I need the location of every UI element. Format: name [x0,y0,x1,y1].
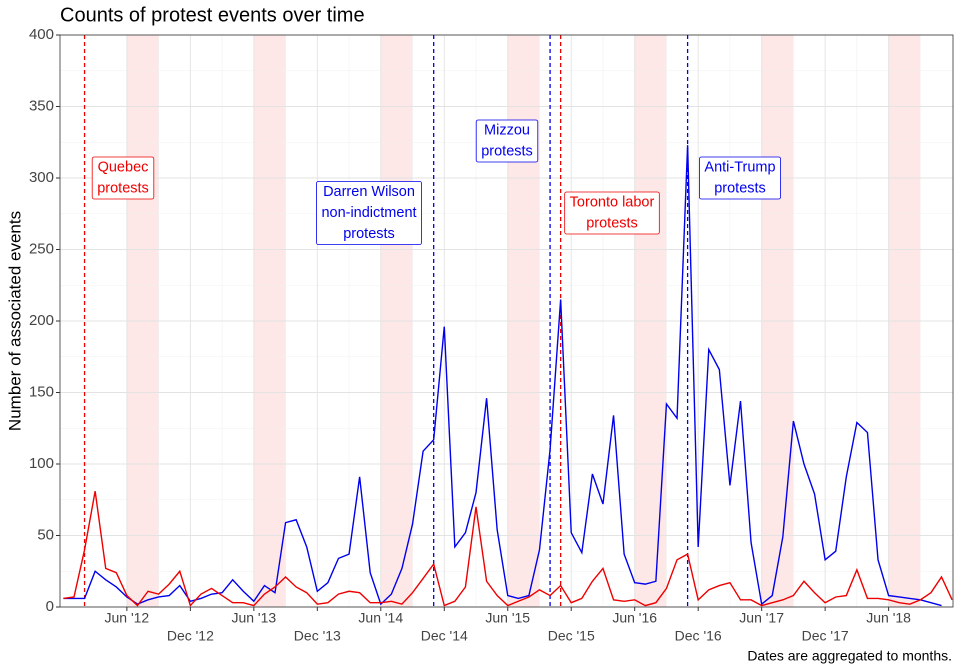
y-tick-label: 100 [29,455,54,472]
y-axis-label: Number of associated events [5,211,24,431]
series-line [63,491,953,607]
annotation-text: Quebec [98,159,149,175]
x-tick-label: Jun '16 [612,610,657,626]
y-tick-label: 300 [29,169,54,186]
y-tick-label: 150 [29,383,54,400]
annotation-text: Toronto labor [570,194,655,210]
annotation: Mizzou protests [475,119,539,163]
y-tick-label: 50 [37,526,54,543]
annotation-text: protests [343,226,395,242]
annotation-text: protests [481,143,533,159]
annotation-text: Mizzou [484,122,530,138]
x-tick-label: Jun '13 [231,610,276,626]
annotation: Anti-Trump protests [699,156,781,200]
annotation-box [699,156,781,200]
annotation-box [475,119,539,163]
annotation: Quebec protests [91,156,155,200]
x-tick-label: Dec '17 [802,628,849,644]
annotation-box [564,191,660,235]
x-tick-label: Jun '14 [358,610,403,626]
x-tick-label: Dec '15 [548,628,595,644]
x-tick-label: Dec '16 [675,628,722,644]
series-line [63,145,942,607]
annotation-text: Darren Wilson [323,184,415,200]
x-tick-label: Dec '14 [421,628,468,644]
x-tick-label: Dec '12 [167,628,214,644]
annotation: Toronto labor protests [564,191,660,235]
annotation: Darren Wilson non-indictment protests [316,181,422,245]
annotation-text: non-indictment [321,205,416,221]
y-tick-label: 250 [29,240,54,257]
x-tick-label: Jun '12 [105,610,150,626]
x-tick-label: Jun '17 [739,610,784,626]
annotation-box [91,156,155,200]
annotation-box [316,181,422,245]
plot-border [59,34,954,608]
y-tick-label: 400 [29,26,54,43]
annotation-text: protests [97,180,149,196]
annotation-text: Anti-Trump [704,159,775,175]
y-tick-label: 200 [29,312,54,329]
y-tick-label: 350 [29,97,54,114]
y-tick-label: 0 [46,598,54,615]
caption: Dates are aggregated to months. [747,648,952,664]
annotation-text: protests [586,215,638,231]
chart-title: Counts of protest events over time [60,4,365,26]
x-tick-label: Jun '15 [485,610,530,626]
x-tick-label: Dec '13 [294,628,341,644]
x-tick-label: Jun '18 [866,610,911,626]
annotation-text: protests [714,180,766,196]
